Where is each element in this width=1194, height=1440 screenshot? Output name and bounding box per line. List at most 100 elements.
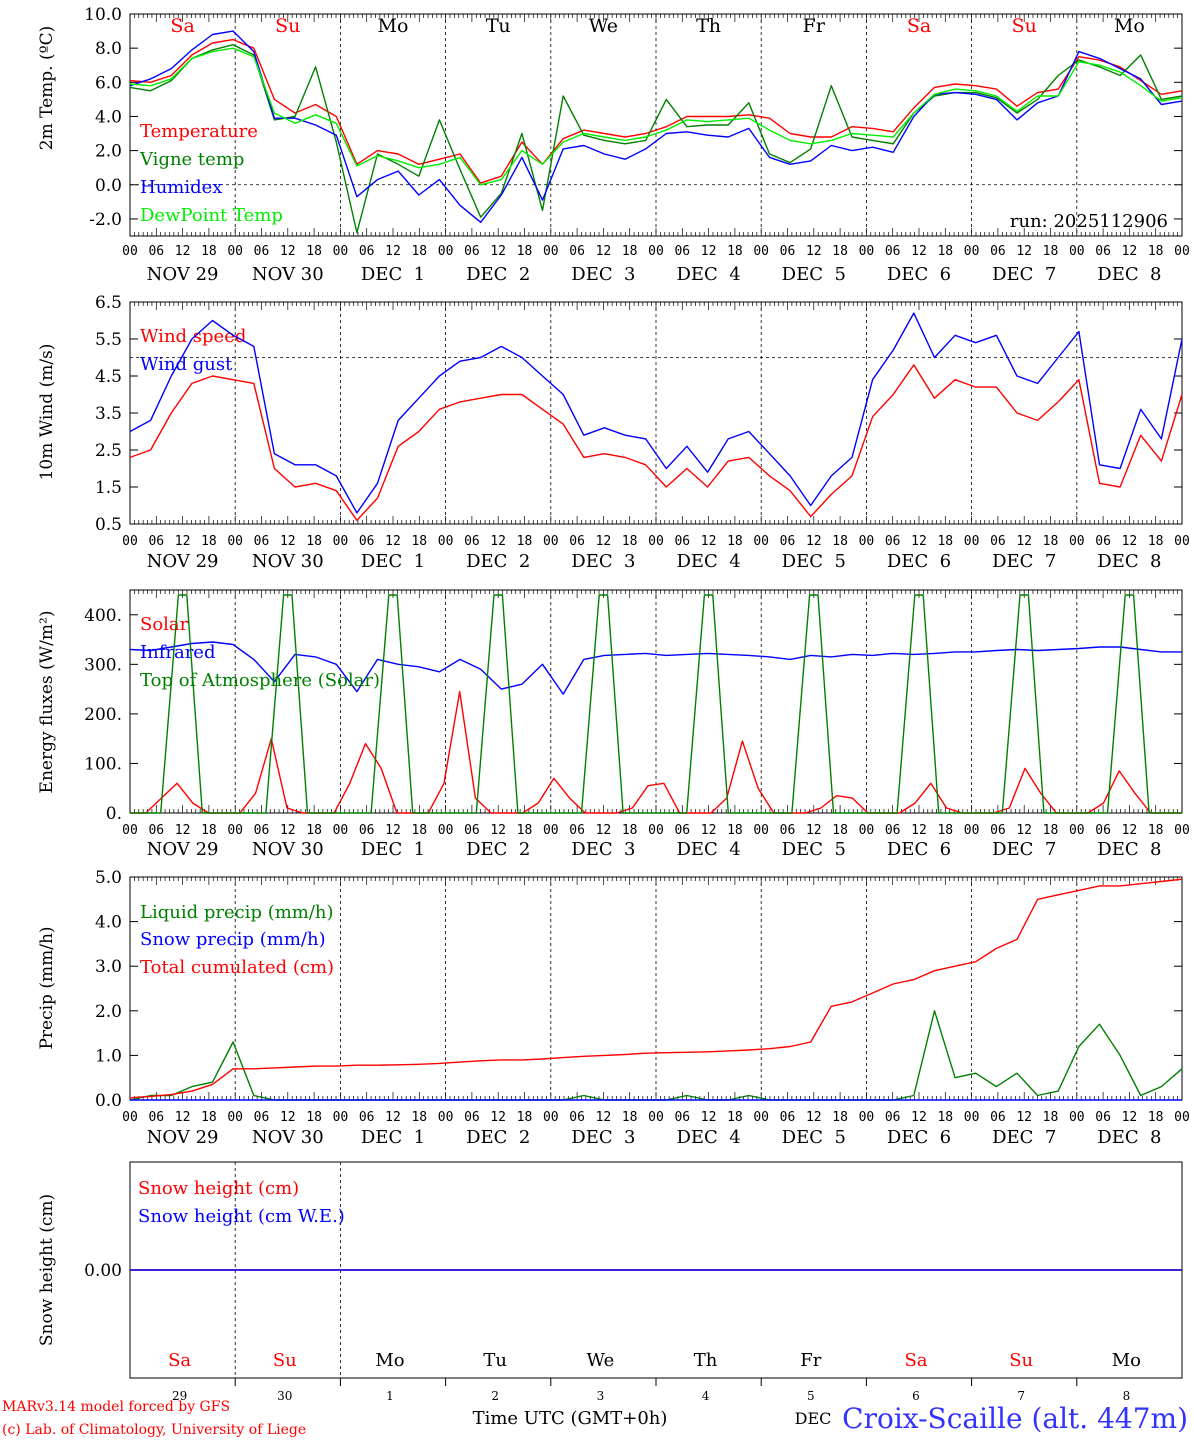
y-tick-label: 2.0: [95, 1002, 122, 1022]
hour-label: 12: [1122, 534, 1138, 549]
hour-label: 00: [333, 823, 349, 838]
hour-label: 12: [175, 823, 191, 838]
legend-entry: Snow height (cm W.E.): [138, 1206, 345, 1227]
hour-label: 00: [122, 823, 138, 838]
hour-label: 18: [832, 823, 848, 838]
hour-label: 06: [990, 823, 1006, 838]
date-label: DEC 6: [887, 264, 951, 285]
day-name: Su: [1009, 1350, 1033, 1371]
hour-label: 00: [543, 534, 559, 549]
hour-label: 06: [674, 823, 690, 838]
panel-1: 10.0 8.0 6.0 4.0 2.0 0.0 -2.0 2m Temp. (ºC) Sa Su…: [37, 5, 1190, 285]
panel-2: 6.5 5.5 4.5 3.5 2.5 1.5 0.5 10m Wind (m/s) 00 06 1…: [37, 293, 1190, 572]
panel-4: 5.0 4.0 3.0 2.0 1.0 0.0 Precip (mm/h) 00 06 12 18 0…: [37, 868, 1190, 1148]
hour-label: 00: [227, 823, 243, 838]
y-tick-label: 4.5: [95, 367, 122, 387]
date-label: DEC 7: [992, 551, 1056, 572]
hour-label: 18: [937, 534, 953, 549]
date-label: DEC 4: [676, 551, 740, 572]
date-label: DEC 6: [887, 839, 951, 860]
hour-label: 00: [122, 1110, 138, 1125]
date-label: DEC 6: [887, 1127, 951, 1148]
hour-label: 00: [1174, 244, 1190, 259]
y-tick-label: 100.: [84, 754, 122, 774]
legend-entry: Wind gust: [140, 354, 233, 375]
hour-label: 18: [1043, 823, 1059, 838]
date-label: NOV 30: [252, 1127, 324, 1148]
hour-label: 06: [148, 1110, 164, 1125]
hour-label: 18: [937, 1110, 953, 1125]
hour-label: 00: [859, 244, 875, 259]
date-label: NOV 30: [252, 264, 324, 285]
day-name: Su: [1012, 15, 1037, 37]
y-tick-label: 5.0: [95, 868, 122, 888]
day-number: 1: [386, 1389, 394, 1403]
hour-label: 18: [1148, 244, 1164, 259]
hour-label: 00: [753, 1110, 769, 1125]
hour-label: 06: [359, 823, 375, 838]
hour-label: 06: [1095, 1110, 1111, 1125]
y-tick-label: 1.5: [95, 478, 122, 498]
legend-entry: Temperature: [140, 121, 258, 142]
date-label: DEC 8: [1097, 1127, 1161, 1148]
hour-label: 18: [411, 1110, 427, 1125]
day-number: 30: [277, 1389, 292, 1403]
y-axis-label: 10m Wind (m/s): [37, 344, 57, 481]
hour-label: 12: [280, 823, 296, 838]
hour-label: 18: [411, 244, 427, 259]
day-name: Mo: [375, 1350, 404, 1371]
panels: 10.08.06.04.02.00.0-2.02m Temp. (ºC) Sa Su…: [37, 5, 1190, 1403]
date-label: DEC 2: [466, 264, 530, 285]
hour-label: 12: [175, 534, 191, 549]
hour-label: 12: [1016, 823, 1032, 838]
series-line-liquid-precip-mm-h-: [129, 1010, 1183, 1101]
hour-label: 12: [1122, 823, 1138, 838]
y-tick-label: 400.: [84, 606, 122, 626]
hour-label: 18: [937, 244, 953, 259]
date-label: DEC 3: [571, 264, 635, 285]
hour-label: 06: [359, 534, 375, 549]
hour-label: 06: [674, 244, 690, 259]
hour-label: 12: [911, 823, 927, 838]
hour-label: 12: [490, 244, 506, 259]
hour-label: 06: [464, 534, 480, 549]
y-tick-label: 0.5: [95, 515, 122, 535]
date-label: DEC 3: [571, 839, 635, 860]
date-label: DEC 8: [1097, 551, 1161, 572]
hour-label: 12: [701, 244, 717, 259]
hour-label: 06: [1095, 534, 1111, 549]
date-label: DEC 3: [571, 551, 635, 572]
run-annotation: run: 2025112906: [1010, 211, 1168, 232]
hour-label: 18: [306, 534, 322, 549]
y-tick-label: 2.5: [95, 441, 122, 461]
day-number: 29: [172, 1389, 187, 1403]
day-name: Th: [694, 1350, 718, 1371]
hour-label: 18: [411, 823, 427, 838]
hour-label: 00: [122, 534, 138, 549]
day-name: Th: [696, 15, 721, 37]
hour-label: 12: [280, 244, 296, 259]
y-tick-label: 2.0: [95, 142, 122, 162]
hour-label: 00: [648, 823, 664, 838]
hour-label: 18: [517, 244, 533, 259]
day-name: Mo: [1114, 15, 1145, 37]
hour-label: 18: [727, 244, 743, 259]
hour-label: 18: [1043, 534, 1059, 549]
hour-label: 00: [1174, 1110, 1190, 1125]
hour-label: 00: [859, 823, 875, 838]
day-name: Sa: [168, 1350, 191, 1371]
hour-label: 18: [201, 1110, 217, 1125]
hour-label: 00: [438, 244, 454, 259]
hour-label: 18: [411, 534, 427, 549]
hour-label: 00: [438, 823, 454, 838]
date-label: NOV 29: [147, 264, 219, 285]
date-label: DEC 6: [887, 551, 951, 572]
hour-label: 12: [175, 1110, 191, 1125]
hour-label: 18: [306, 244, 322, 259]
hour-label: 18: [1043, 1110, 1059, 1125]
hour-label: 18: [306, 1110, 322, 1125]
hour-label: 00: [438, 1110, 454, 1125]
hour-label: 06: [780, 1110, 796, 1125]
hour-label: 12: [596, 1110, 612, 1125]
y-axis-label: Precip (mm/h): [37, 926, 57, 1049]
